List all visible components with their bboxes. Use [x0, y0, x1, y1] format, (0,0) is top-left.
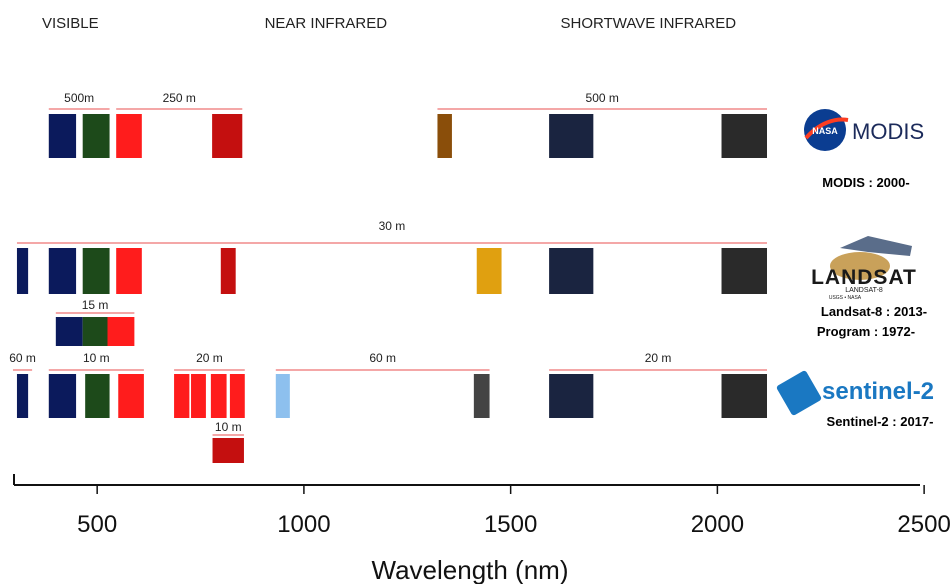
x-axis: 500 1000 1500 2000 2500 Wavelength (nm)	[13, 474, 951, 584]
spectral-band	[118, 374, 144, 418]
spectral-band	[191, 374, 206, 418]
spectral-band	[549, 114, 594, 158]
x-tick-label: 1000	[277, 511, 330, 538]
spectral-band	[275, 374, 290, 418]
nasa-badge-text: NASA	[812, 126, 838, 136]
resolution-label: 10 m	[215, 420, 242, 434]
spectral-band	[721, 114, 768, 158]
sentinel-caption: Sentinel-2 : 2017-	[827, 414, 934, 429]
region-label: NEAR INFRARED	[265, 15, 388, 32]
spectral-band	[85, 374, 110, 418]
landsat-program-caption: Program : 1972-	[817, 324, 915, 339]
nasa-swoosh-icon	[804, 117, 849, 140]
spectral-band	[473, 374, 490, 418]
spectral-band	[16, 374, 29, 418]
landsat-caption: Landsat-8 : 2013-	[821, 304, 927, 319]
spectral-band	[174, 374, 190, 418]
modis-logo-text: MODIS	[852, 119, 924, 144]
spectral-band	[721, 248, 768, 294]
panchromatic-band	[107, 317, 135, 346]
modis-row: 500m 250 m 500 m	[48, 91, 768, 158]
modis-logo: NASA MODIS	[804, 109, 924, 151]
spectral-band	[16, 248, 29, 294]
spectral-band	[116, 114, 142, 158]
resolution-label: 500m	[64, 91, 94, 105]
modis-caption: MODIS : 2000-	[822, 175, 909, 190]
sentinel-logo: sentinel-2	[776, 370, 934, 416]
spectral-band	[229, 374, 245, 418]
region-label: SHORTWAVE INFRARED	[561, 15, 737, 32]
spectral-band	[82, 248, 110, 294]
spectral-band	[210, 374, 227, 418]
region-label: VISIBLE	[42, 15, 99, 32]
spectral-band	[48, 114, 77, 158]
resolution-label: 15 m	[82, 298, 109, 312]
x-tick-label: 1500	[484, 511, 537, 538]
resolution-label: 60 m	[9, 351, 36, 365]
spectral-band	[220, 248, 236, 294]
satellite-icon	[840, 236, 912, 256]
landsat-logo: LANDSAT LANDSAT-8 USGS • NASA	[811, 236, 917, 301]
spectral-band	[549, 374, 594, 418]
spectral-band	[437, 114, 452, 158]
earth-globe-icon	[830, 252, 890, 280]
landsat-row: 30 m 15 m	[16, 219, 768, 346]
landsat-logo-note: USGS • NASA	[829, 295, 862, 301]
resolution-label: 30 m	[379, 219, 406, 233]
resolution-label: 500 m	[586, 91, 619, 105]
x-tick-label: 500	[77, 511, 117, 538]
spectral-band	[549, 248, 594, 294]
spectral-band	[721, 374, 768, 418]
panchromatic-band	[82, 317, 108, 346]
resolution-label: 250 m	[163, 91, 196, 105]
spectral-band	[212, 114, 243, 158]
x-tick-label: 2500	[897, 511, 950, 538]
spectral-band	[476, 248, 502, 294]
region-labels: VISIBLE NEAR INFRARED SHORTWAVE INFRARED	[42, 15, 736, 32]
spectral-band	[48, 374, 77, 418]
spectral-band	[116, 248, 142, 294]
resolution-label: 10 m	[83, 351, 110, 365]
resolution-label: 20 m	[196, 351, 223, 365]
sentinel-row: 60 m 10 m 20 m 60 m 20 m 10 m	[9, 351, 768, 463]
x-tick-label: 2000	[691, 511, 744, 538]
resolution-label: 20 m	[645, 351, 672, 365]
spectral-band	[48, 248, 77, 294]
sentinel-logo-text: sentinel-2	[822, 378, 934, 405]
landsat-logo-text: LANDSAT	[811, 266, 917, 289]
x-axis-label: Wavelength (nm)	[372, 555, 569, 584]
landsat-logo-subtext: LANDSAT-8	[845, 287, 883, 294]
narrow-band	[212, 438, 244, 463]
panchromatic-band	[55, 317, 83, 346]
resolution-label: 60 m	[369, 351, 396, 365]
spectral-band	[82, 114, 110, 158]
sentinel-satellite-icon	[776, 370, 822, 416]
